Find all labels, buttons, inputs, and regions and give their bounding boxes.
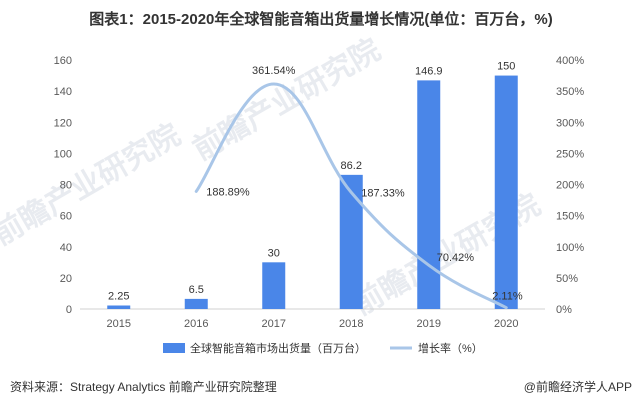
y-left-tick-label: 160 (54, 55, 72, 67)
line-data-label: 2.11% (492, 291, 523, 303)
y-left-tick-label: 60 (60, 211, 72, 223)
chart-title: 图表1：2015-2020年全球智能音箱出货量增长情况(单位：百万台，%) (89, 11, 553, 28)
y-left-tick-label: 20 (60, 273, 72, 285)
bar-data-label: 2.25 (108, 290, 129, 302)
y-right-tick-label: 350% (556, 86, 584, 98)
y-right-tick-label: 200% (556, 180, 584, 192)
y-right-tick-label: 0% (556, 304, 572, 316)
bar-data-label: 146.9 (415, 65, 443, 77)
bar-data-label: 6.5 (189, 284, 204, 296)
bar (417, 80, 441, 309)
credit-note: @前瞻经济学人APP (523, 380, 632, 394)
bar (107, 305, 131, 309)
line-data-label: 70.42% (437, 252, 475, 264)
y-right-tick-label: 100% (556, 242, 584, 254)
legend-bar-swatch (163, 343, 185, 353)
x-tick-label: 2017 (262, 318, 286, 330)
y-left-tick-label: 100 (54, 148, 72, 160)
y-right-tick-label: 50% (556, 273, 578, 285)
bar-data-label: 150 (497, 61, 515, 73)
bar (184, 298, 208, 309)
line-data-label: 187.33% (361, 187, 405, 199)
source-note: 资料来源：Strategy Analytics 前瞻产业研究院整理 (10, 380, 277, 394)
bar-data-label: 30 (268, 247, 280, 259)
legend-line-label: 增长率（%） (418, 341, 483, 355)
y-left-tick-label: 0 (66, 304, 72, 316)
y-left-tick-label: 40 (60, 242, 72, 254)
y-right-tick-label: 400% (556, 55, 584, 67)
growth-rate-line (194, 82, 508, 310)
bar (339, 174, 363, 309)
x-tick-label: 2016 (184, 318, 208, 330)
y-left-tick-label: 80 (60, 180, 72, 192)
line-data-label: 361.54% (252, 65, 296, 77)
y-right-tick-label: 250% (556, 148, 584, 160)
bar (262, 262, 286, 309)
y-left-tick-label: 140 (54, 86, 72, 98)
x-tick-label: 2020 (494, 318, 518, 330)
legend-bar-label: 全球智能音箱市场出货量（百万台） (190, 341, 366, 355)
line-data-label: 188.89% (206, 186, 250, 198)
bar-data-label: 86.2 (341, 160, 362, 172)
bar (494, 75, 518, 309)
y-right-tick-label: 300% (556, 117, 584, 129)
x-tick-label: 2019 (417, 318, 441, 330)
x-tick-label: 2018 (339, 318, 363, 330)
y-right-tick-label: 150% (556, 211, 584, 223)
y-left-tick-label: 120 (54, 117, 72, 129)
x-tick-label: 2015 (107, 318, 131, 330)
